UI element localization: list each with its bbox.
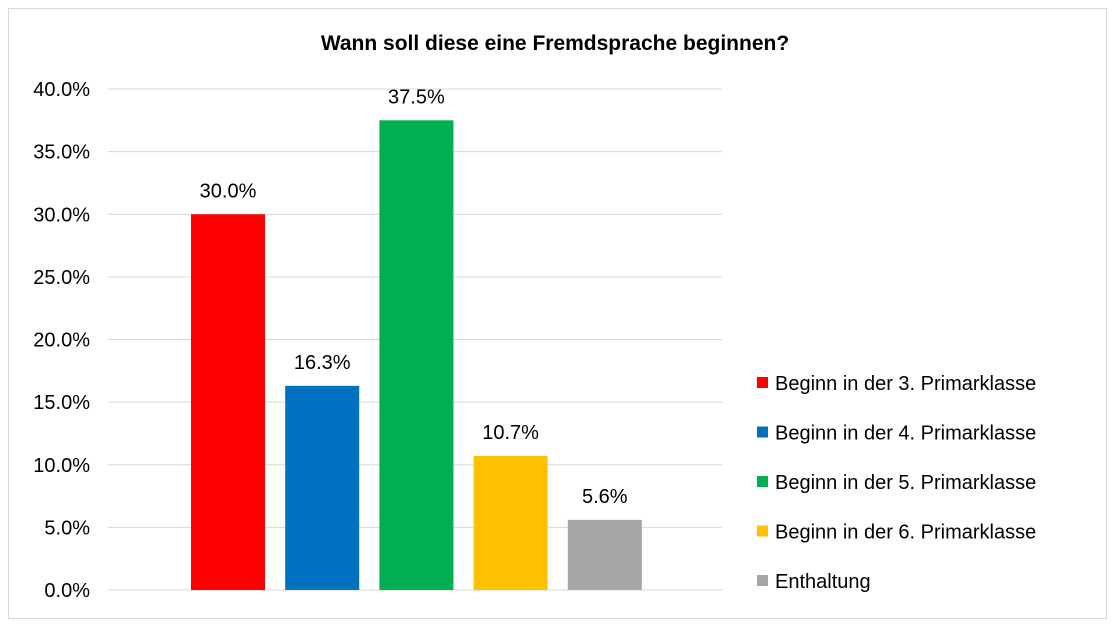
legend-label: Beginn in der 5. Primarklasse [775,472,1036,494]
data-label: 5.6% [582,486,628,508]
y-tick-label: 40.0% [33,79,90,101]
y-tick-label: 30.0% [33,204,90,226]
legend-label: Beginn in der 3. Primarklasse [775,373,1036,395]
bar [379,120,454,590]
bar [285,385,360,590]
legend-swatch [757,476,768,487]
bar [567,519,642,590]
y-tick-label: 20.0% [33,330,90,352]
legend-swatch [757,575,768,586]
legend-swatch [757,377,768,388]
data-label: 37.5% [388,86,445,108]
legend-label: Beginn in der 4. Primarklasse [775,423,1036,445]
data-label: 16.3% [294,352,351,374]
bar [473,455,548,590]
data-label: 30.0% [200,180,257,202]
legend-label: Enthaltung [775,571,871,593]
data-label: 10.7% [482,422,539,444]
bar [191,214,265,590]
y-tick-label: 10.0% [33,455,90,477]
legend-swatch [757,525,768,537]
chart-frame [8,8,1107,619]
legend-label: Beginn in der 6. Primarklasse [775,522,1036,544]
y-tick-label: 35.0% [33,142,90,164]
y-tick-label: 0.0% [44,580,90,602]
legend-swatch [757,426,768,438]
y-tick-label: 5.0% [44,517,90,539]
y-tick-label: 25.0% [33,267,90,289]
chart-title: Wann soll diese eine Fremdsprache beginn… [320,32,790,55]
y-tick-label: 15.0% [33,392,90,414]
